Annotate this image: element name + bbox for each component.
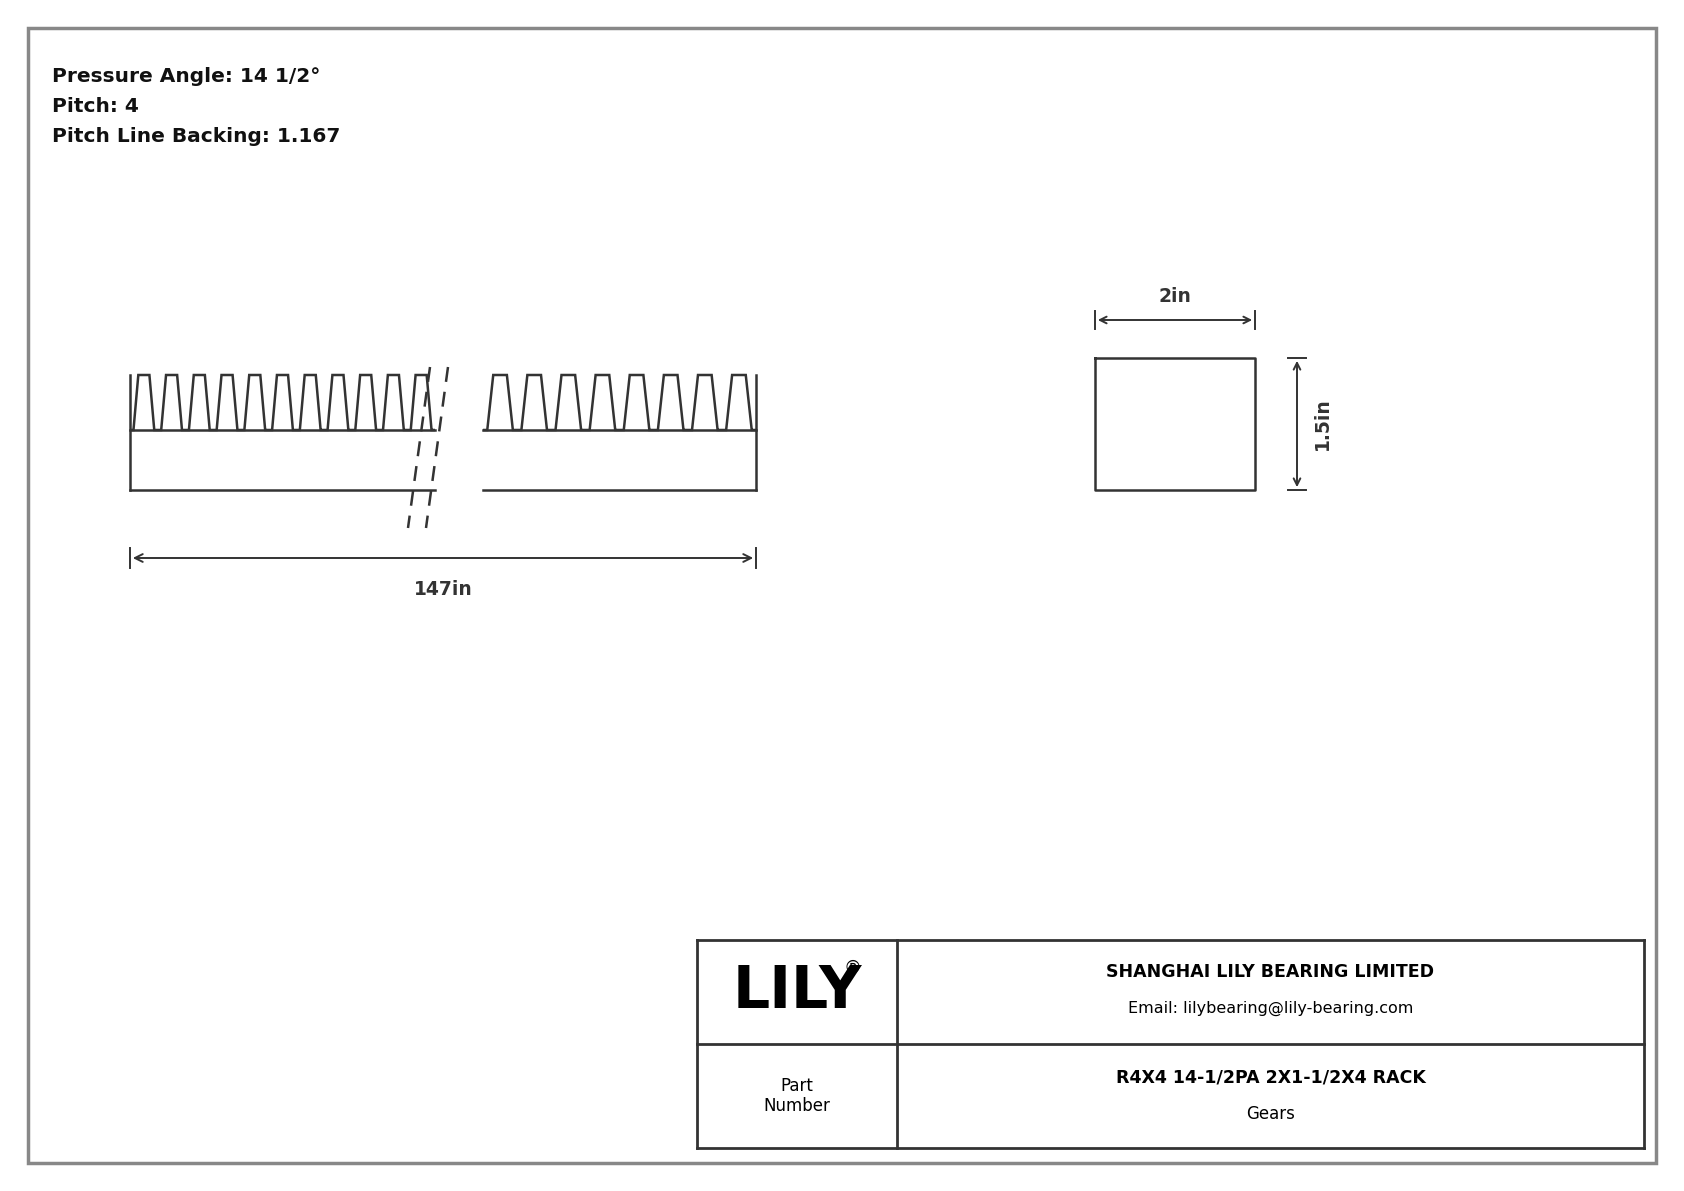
Text: Pitch: 4: Pitch: 4 bbox=[52, 96, 138, 116]
Text: 1.5in: 1.5in bbox=[1314, 398, 1332, 450]
Bar bbox=[697, 940, 1644, 1148]
Text: Pitch Line Backing: 1.167: Pitch Line Backing: 1.167 bbox=[52, 127, 340, 146]
Text: LILY: LILY bbox=[733, 964, 862, 1021]
Text: Pressure Angle: 14 1/2°: Pressure Angle: 14 1/2° bbox=[52, 67, 320, 86]
Text: R4X4 14-1/2PA 2X1-1/2X4 RACK: R4X4 14-1/2PA 2X1-1/2X4 RACK bbox=[1115, 1070, 1425, 1087]
Text: 147in: 147in bbox=[414, 580, 473, 599]
Text: SHANGHAI LILY BEARING LIMITED: SHANGHAI LILY BEARING LIMITED bbox=[1106, 964, 1435, 981]
Text: ®: ® bbox=[844, 959, 862, 977]
Text: Part
Number: Part Number bbox=[763, 1077, 830, 1116]
Text: Gears: Gears bbox=[1246, 1105, 1295, 1123]
Text: 2in: 2in bbox=[1159, 287, 1192, 306]
Text: Email: lilybearing@lily-bearing.com: Email: lilybearing@lily-bearing.com bbox=[1128, 1000, 1413, 1016]
